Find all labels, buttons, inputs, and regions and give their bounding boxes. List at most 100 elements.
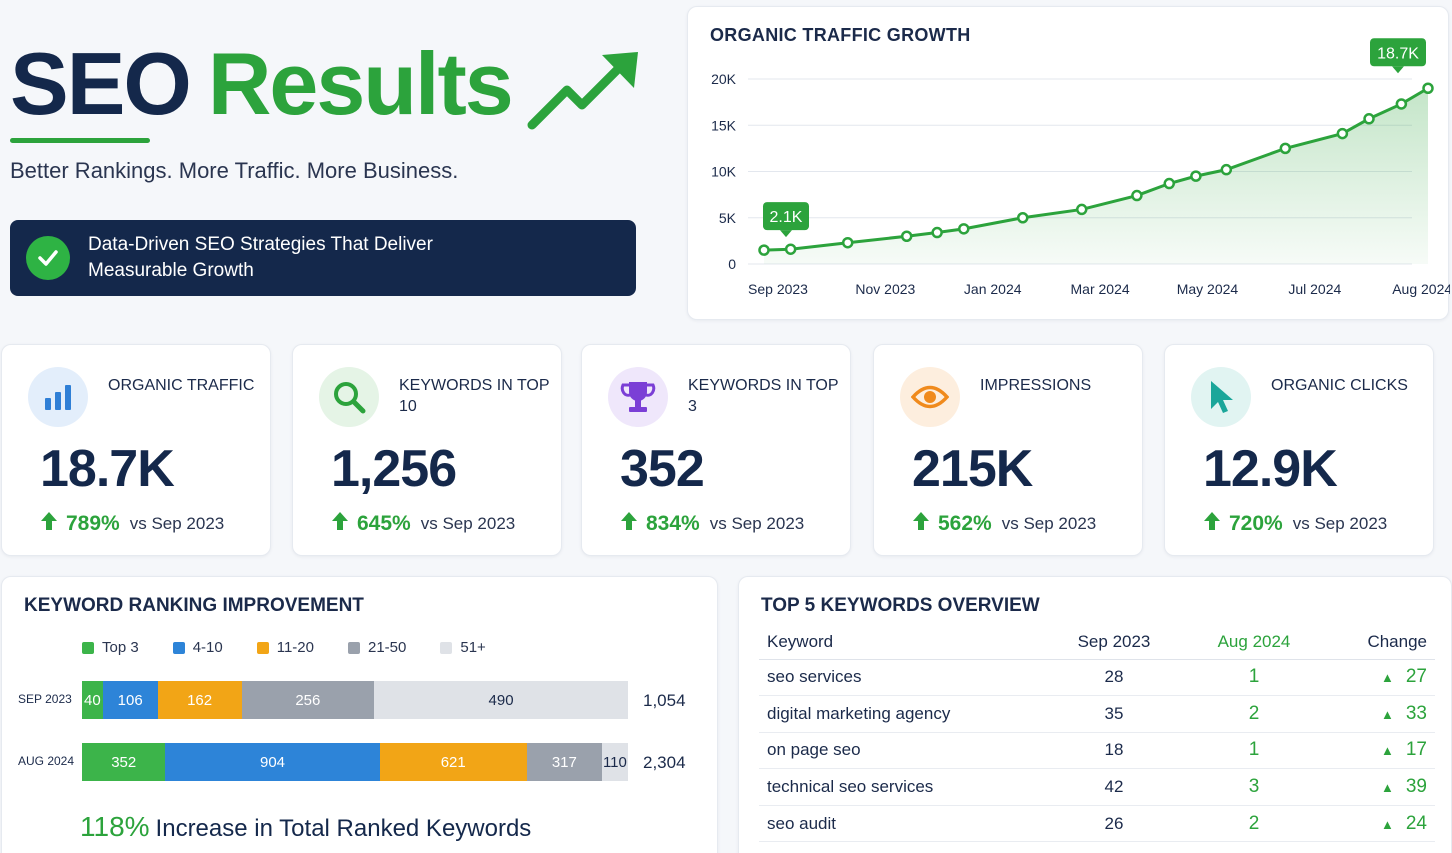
kpi-value: 12.9K — [1203, 440, 1338, 498]
kpi-value: 352 — [620, 440, 705, 498]
y-tick-label: 10K — [711, 164, 737, 180]
traffic-point[interactable] — [1422, 82, 1434, 94]
cell-keyword: seo audit — [759, 805, 1059, 843]
kpi-card: KEYWORDS IN TOP 10 1,256 645% vs Sep 2023 — [292, 344, 562, 556]
cell-change: ▲ 33 — [1339, 695, 1435, 733]
ranking-bar-row: SEP 2023 40 106 162 256 490 1,054 — [2, 681, 719, 719]
traffic-point[interactable] — [931, 226, 943, 239]
bar-segment: 621 — [379, 743, 527, 781]
increase-percent: 118% — [80, 811, 150, 842]
strategy-banner: Data-Driven SEO Strategies That Deliver … — [10, 220, 636, 296]
x-tick-label: Sep 2023 — [748, 281, 808, 297]
ranking-card: KEYWORD RANKING IMPROVEMENT Top 3 4-10 11-… — [1, 576, 718, 853]
table-header-row: Keyword Sep 2023 Aug 2024 Change — [759, 625, 1435, 660]
traffic-point[interactable] — [1190, 170, 1202, 182]
legend-swatch — [440, 641, 453, 654]
traffic-point[interactable] — [900, 230, 913, 242]
bar-total: 2,304 — [643, 753, 686, 772]
table-row: digital marketing agency 35 2 ▲ 33 — [759, 695, 1435, 733]
bar-category-label: AUG 2024 — [18, 754, 75, 768]
traffic-point[interactable] — [1220, 163, 1233, 176]
cell-sep: 35 — [1059, 695, 1169, 733]
cell-aug: 2 — [1169, 805, 1339, 843]
traffic-point[interactable] — [1131, 189, 1143, 202]
col-change: Change — [1339, 625, 1435, 660]
traffic-point[interactable] — [1279, 142, 1292, 155]
kpi-card: ORGANIC CLICKS 12.9K 720% vs Sep 2023 — [1164, 344, 1434, 556]
bar-chart-icon — [28, 367, 88, 427]
traffic-point[interactable] — [1363, 113, 1375, 125]
kpi-change-percent: 834% — [646, 511, 700, 535]
stacked-bar: 352 904 621 317 110 — [82, 743, 628, 781]
tagline: Better Rankings. More Traffic. More Busi… — [10, 158, 459, 183]
kpi-change: 645% vs Sep 2023 — [331, 511, 515, 536]
cell-change: ▲ 39 — [1339, 768, 1435, 806]
traffic-point[interactable] — [1336, 127, 1349, 140]
change-value: 17 — [1405, 739, 1427, 761]
kpi-compare-label: vs Sep 2023 — [709, 513, 805, 533]
kpi-label: KEYWORDS IN TOP 10 — [399, 377, 550, 415]
kpi-compare-label: vs Sep 2023 — [420, 513, 516, 533]
kpi-change-percent: 720% — [1229, 511, 1283, 535]
kpi-label: IMPRESSIONS — [980, 377, 1092, 394]
cell-aug: 2 — [1169, 695, 1339, 733]
bar-segment: 106 — [102, 681, 158, 719]
y-tick-label: 15K — [711, 117, 737, 133]
x-tick-label: Mar 2024 — [1071, 281, 1130, 297]
cell-keyword: technical seo services — [759, 768, 1059, 806]
bar-segment: 40 — [82, 681, 103, 719]
page-title: SEO Results — [10, 40, 514, 128]
kpi-label: KEYWORDS IN TOP 3 — [688, 377, 839, 415]
traffic-point[interactable] — [1163, 177, 1175, 190]
eye-icon — [900, 367, 960, 427]
col-sep: Sep 2023 — [1059, 625, 1169, 660]
legend-swatch — [256, 641, 269, 654]
traffic-point[interactable] — [1017, 212, 1029, 224]
y-tick-label: 0 — [728, 256, 736, 272]
cell-aug: 1 — [1169, 732, 1339, 770]
change-value: 24 — [1405, 812, 1427, 834]
check-circle-icon — [26, 236, 70, 280]
traffic-point[interactable] — [784, 243, 797, 255]
traffic-point[interactable] — [758, 244, 770, 256]
traffic-point[interactable] — [958, 223, 970, 235]
kpi-change: 562% vs Sep 2023 — [912, 511, 1096, 536]
bar-segment: 256 — [241, 681, 375, 719]
cell-sep: 18 — [1059, 732, 1169, 770]
bar-category-label: SEP 2023 — [18, 692, 72, 706]
traffic-point[interactable] — [1395, 98, 1408, 110]
ranking-title: KEYWORD RANKING IMPROVEMENT — [24, 595, 364, 616]
traffic-point[interactable] — [1075, 203, 1088, 216]
kpi-change-percent: 562% — [938, 511, 992, 535]
increase-text: Increase in Total Ranked Keywords — [155, 815, 532, 842]
ranking-increase: 118% Increase in Total Ranked Keywords — [80, 811, 531, 843]
legend-swatch — [82, 641, 94, 654]
end-value-callout: 18.7K — [1370, 38, 1426, 74]
page-title-seo: SEO — [10, 34, 192, 133]
triangle-up-icon: ▲ — [1380, 780, 1394, 796]
table-row: seo audit 26 2 ▲ 24 — [759, 805, 1435, 843]
arrow-up-icon — [40, 511, 58, 536]
legend-item: Top 3 — [82, 639, 139, 656]
search-icon — [319, 367, 379, 427]
cell-change: ▲ 27 — [1339, 659, 1435, 697]
title-underline — [10, 138, 150, 143]
change-value: 39 — [1405, 776, 1427, 798]
legend-label: 51+ — [460, 639, 486, 656]
banner-text: Data-Driven SEO Strategies That Deliver … — [88, 234, 433, 281]
table-row: on page seo 18 1 ▲ 17 — [759, 732, 1435, 770]
cell-sep: 42 — [1059, 768, 1169, 806]
kpi-card: IMPRESSIONS 215K 562% vs Sep 2023 — [873, 344, 1143, 556]
traffic-point[interactable] — [841, 236, 854, 249]
legend-label: 21-50 — [368, 639, 407, 656]
stacked-bar: 40 106 162 256 490 — [82, 681, 628, 719]
page-title-results: Results — [207, 34, 514, 133]
bar-segment: 317 — [526, 743, 602, 781]
kpi-change-percent: 645% — [357, 511, 411, 535]
cursor-icon — [1191, 367, 1251, 427]
x-tick-label: Jan 2024 — [964, 281, 1022, 297]
kpi-compare-label: vs Sep 2023 — [1292, 513, 1388, 533]
traffic-chart-card: ORGANIC TRAFFIC GROWTH 0 5K 10K 15K 20K Sep 2… — [687, 6, 1450, 320]
legend-item: 51+ — [440, 639, 486, 656]
kpi-card: KEYWORDS IN TOP 3 352 834% vs Sep 2023 — [581, 344, 851, 556]
